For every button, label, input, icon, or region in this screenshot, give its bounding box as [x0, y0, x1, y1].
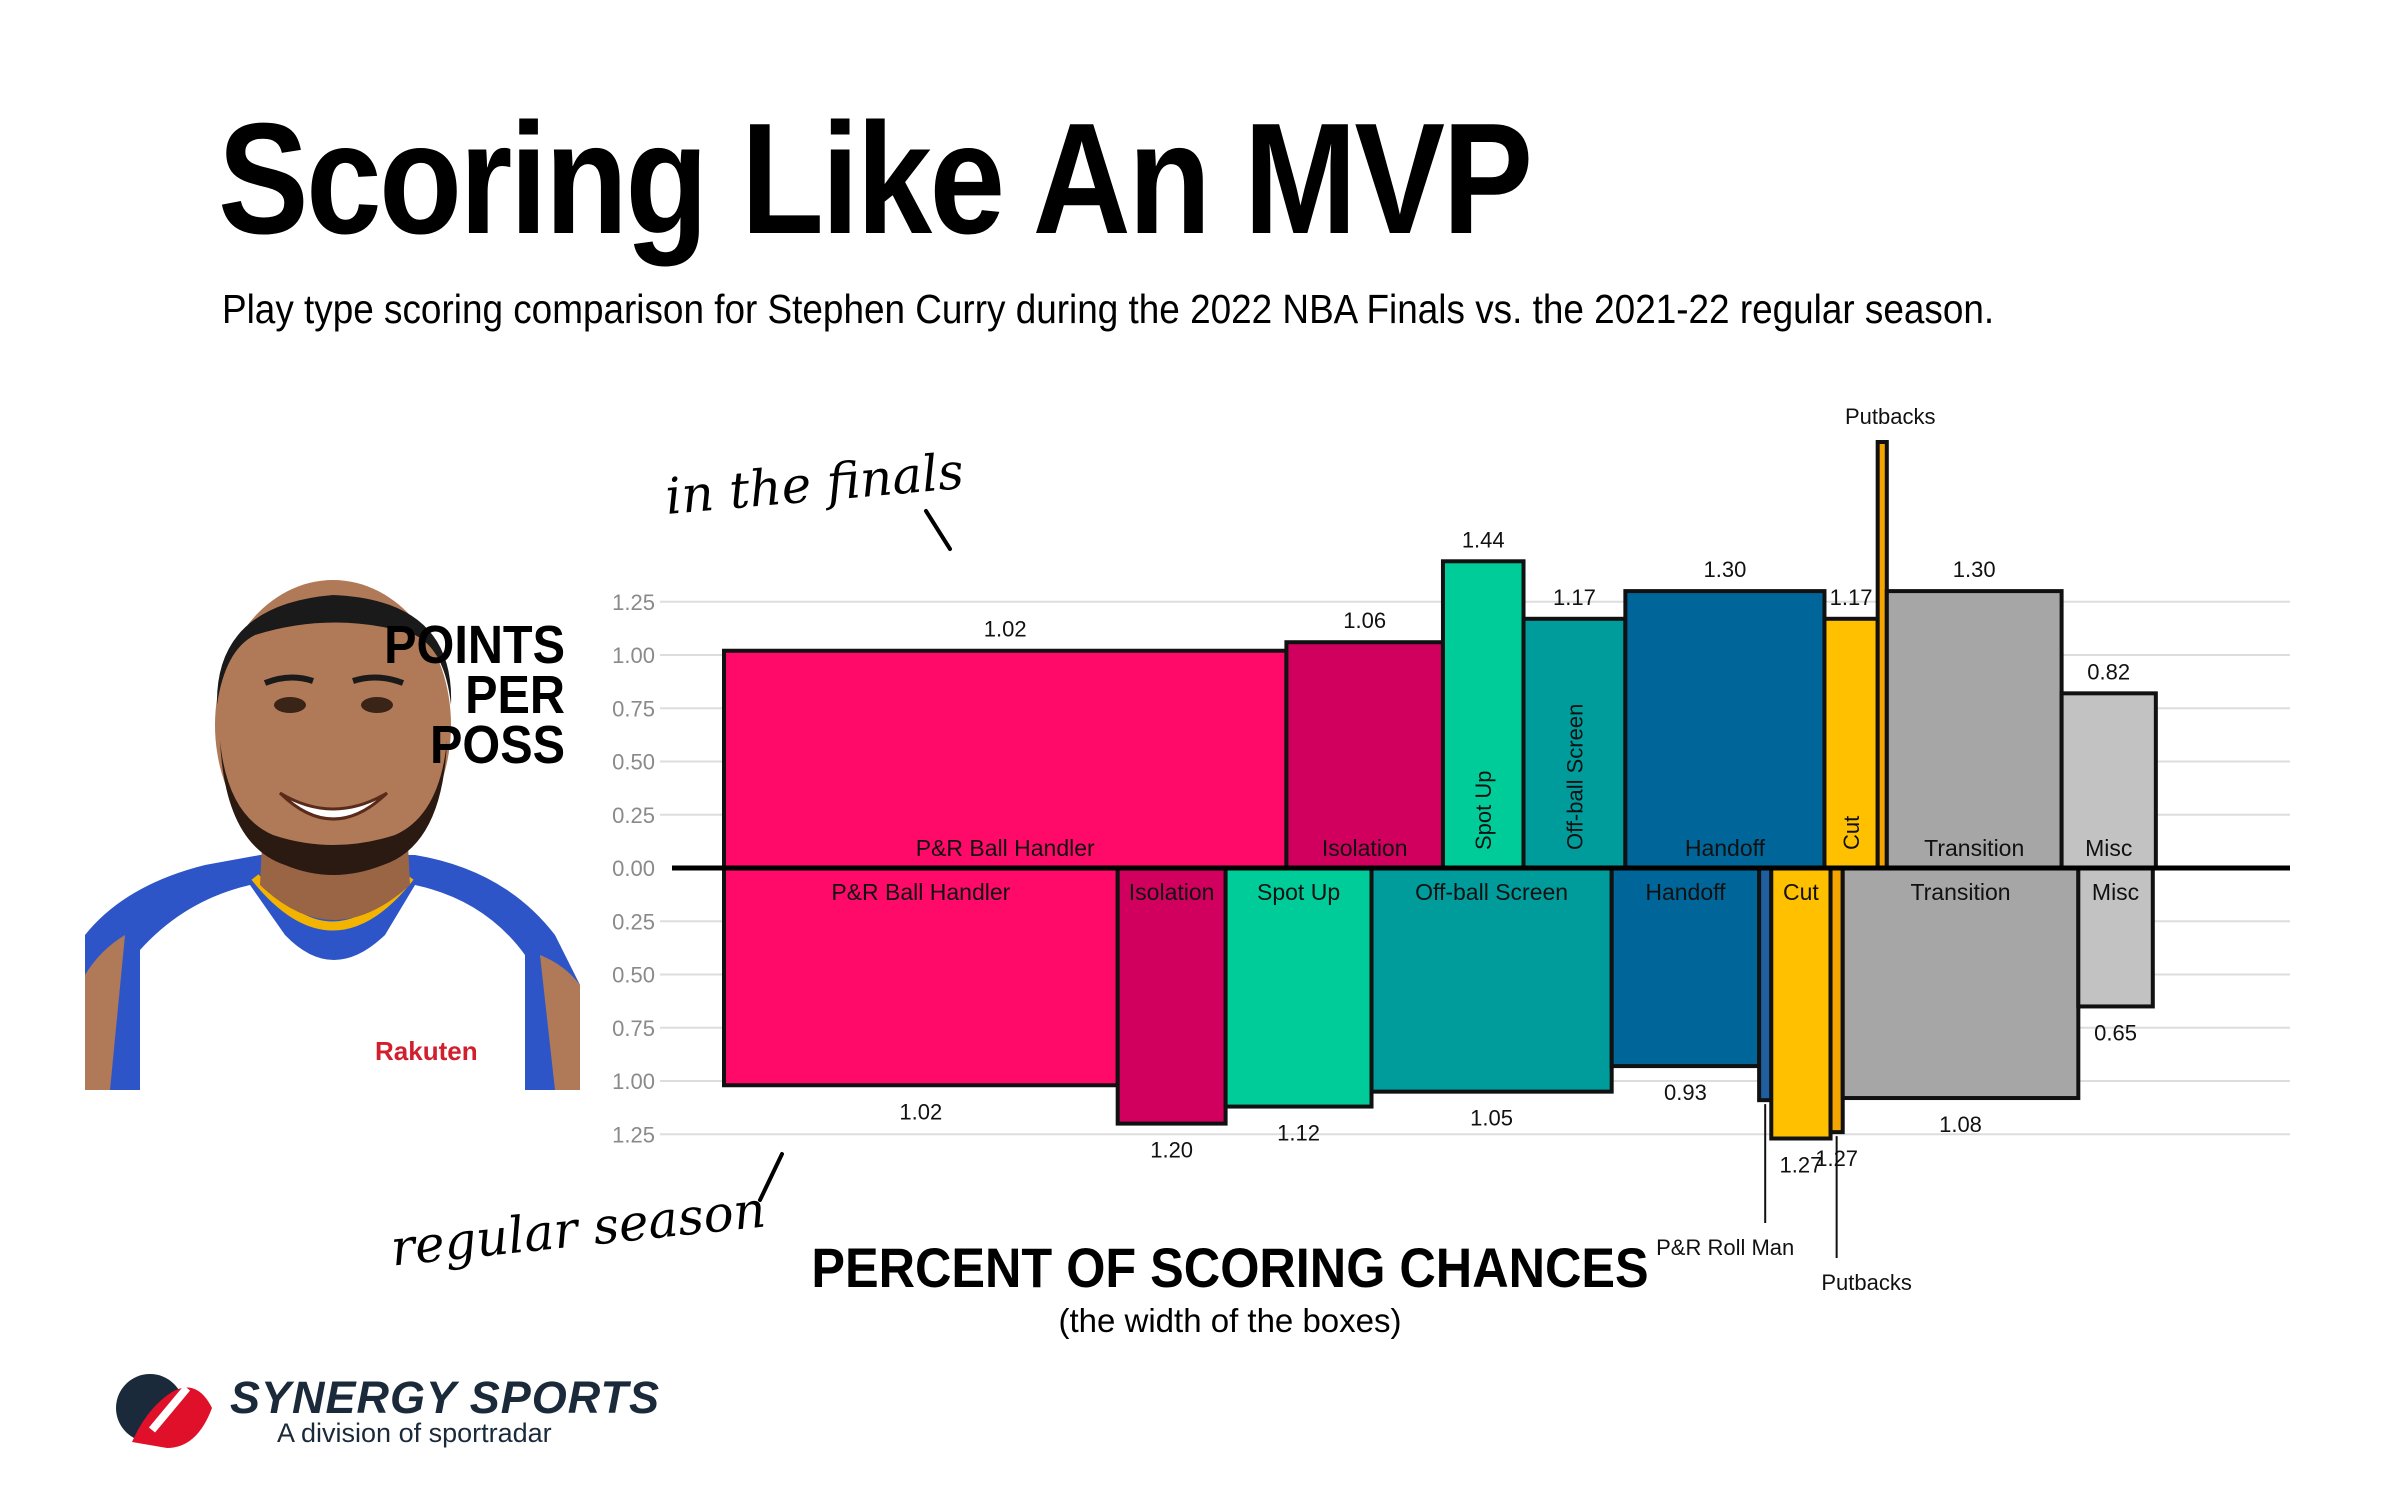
- chart-title: Scoring Like An MVP: [218, 91, 1533, 267]
- value-label: 0.93: [1664, 1080, 1707, 1105]
- y-tick-label: 0.50: [612, 963, 655, 988]
- finals-bar: [1822, 616, 1880, 870]
- y-tick-label: 0.25: [612, 803, 655, 828]
- chart-subtitle: Play type scoring comparison for Stephen…: [222, 286, 1995, 332]
- category-label: Spot Up: [1257, 879, 1340, 905]
- finals-bar: [722, 648, 1289, 870]
- category-label: Cut: [1839, 816, 1864, 850]
- category-label: P&R Ball Handler: [916, 835, 1095, 861]
- category-label: Handoff: [1645, 879, 1726, 905]
- callout-label: Putbacks: [1845, 404, 1936, 429]
- value-label: 1.12: [1277, 1121, 1320, 1146]
- category-label: Isolation: [1322, 835, 1408, 861]
- category-label: Off-ball Screen: [1562, 704, 1587, 850]
- finals-bar: [2059, 691, 2158, 871]
- y-tick-label: 1.25: [612, 1122, 655, 1147]
- y-tick-label: 1.25: [612, 590, 655, 615]
- value-label: 1.30: [1704, 557, 1747, 582]
- regular-bar: [2076, 866, 2155, 1009]
- value-label: 1.08: [1939, 1112, 1982, 1137]
- value-label: 1.06: [1343, 608, 1386, 633]
- y-axis-title: POINTS PER POSS: [384, 615, 565, 775]
- player-photo: Rakuten: [85, 555, 580, 1090]
- category-label: Cut: [1783, 879, 1819, 905]
- regular-bar: [1769, 866, 1833, 1141]
- y-tick-label: 0.25: [612, 909, 655, 934]
- value-label: 1.17: [1553, 585, 1596, 610]
- regular-bar: [1840, 866, 2081, 1101]
- regular-bar: [1369, 866, 1614, 1094]
- value-label: 1.05: [1470, 1106, 1513, 1131]
- finals-annotation-tick: [924, 509, 952, 551]
- category-label: Misc: [2092, 879, 2139, 905]
- value-label: 1.27: [1780, 1153, 1823, 1178]
- y-tick-label: 0.50: [612, 750, 655, 775]
- synergy-logo-icon: [116, 1374, 212, 1448]
- value-label: 0.65: [2094, 1020, 2137, 1045]
- y-axis-title-line: POSS: [429, 715, 565, 775]
- value-label: 0.82: [2087, 659, 2130, 684]
- value-label: 1.44: [1462, 527, 1505, 552]
- x-axis-title: PERCENT OF SCORING CHANCES: [811, 1236, 1649, 1299]
- category-label: Handoff: [1685, 835, 1766, 861]
- regular-season-annotation-tick: [758, 1152, 784, 1202]
- y-tick-label: 0.75: [612, 1016, 655, 1041]
- y-tick-label: 1.00: [612, 643, 655, 668]
- callout-label: Putbacks: [1821, 1270, 1912, 1295]
- brand-division: A division of sportradar: [277, 1418, 552, 1448]
- value-label: 1.02: [984, 617, 1027, 642]
- finals-bar: [1884, 589, 2064, 870]
- y-tick-label: 0.00: [612, 856, 655, 881]
- category-label: Off-ball Screen: [1415, 879, 1568, 905]
- brand-name: SYNERGY SPORTS: [230, 1372, 660, 1423]
- y-tick-label: 1.00: [612, 1069, 655, 1094]
- value-label: 1.17: [1830, 585, 1873, 610]
- category-label: Misc: [2085, 835, 2132, 861]
- x-axis-subtitle: (the width of the boxes): [1058, 1302, 1402, 1339]
- y-axis-title-line: POINTS: [384, 615, 565, 675]
- value-label: 1.20: [1150, 1138, 1193, 1163]
- category-label: Isolation: [1129, 879, 1215, 905]
- category-label: P&R Ball Handler: [831, 879, 1010, 905]
- callout-label: P&R Roll Man: [1656, 1235, 1794, 1260]
- category-label: Transition: [1924, 835, 2024, 861]
- y-axis-title-line: PER: [465, 665, 565, 725]
- y-tick-label: 0.75: [612, 696, 655, 721]
- regular-bar: [1115, 866, 1228, 1126]
- jersey-sponsor-text: Rakuten: [375, 1036, 478, 1066]
- finals-bar: [1623, 589, 1827, 870]
- value-label: 1.30: [1953, 557, 1996, 582]
- category-label: Transition: [1910, 879, 2010, 905]
- value-label: 1.02: [899, 1099, 942, 1124]
- category-label: Spot Up: [1471, 771, 1496, 851]
